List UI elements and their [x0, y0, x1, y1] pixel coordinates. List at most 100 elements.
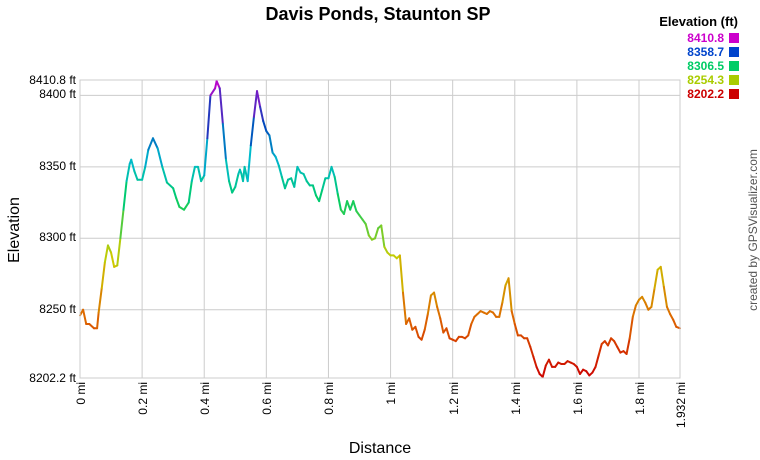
profile-segment	[653, 268, 659, 290]
profile-segment	[383, 245, 389, 254]
profile-segment	[116, 237, 122, 267]
profile-segment	[280, 175, 286, 190]
profile-segment	[228, 180, 234, 194]
x-tick-label: 0.8 mi	[322, 382, 336, 415]
profile-segment	[106, 244, 113, 254]
profile-segment	[218, 87, 224, 125]
profile-segment	[675, 325, 681, 330]
x-tick-label: 1 mi	[384, 382, 398, 405]
profile-segment	[380, 224, 386, 248]
profile-segment	[224, 158, 231, 183]
profile-segment	[183, 201, 190, 211]
profile-segment	[510, 310, 516, 325]
profile-segment	[628, 315, 634, 340]
x-tick-label: 0.6 mi	[260, 382, 274, 415]
profile-segment	[147, 137, 154, 151]
profile-segment	[470, 315, 476, 325]
legend-label: 8202.2	[687, 87, 724, 101]
profile-segment	[631, 304, 637, 318]
profile-segment	[283, 178, 290, 190]
profile-segment	[175, 197, 181, 208]
profile-segment	[634, 298, 641, 307]
profile-segment	[234, 173, 240, 188]
profile-segment	[650, 287, 656, 308]
profile-segment	[669, 313, 675, 321]
profile-segment	[161, 165, 168, 184]
x-axis-title: Distance	[349, 440, 411, 457]
y-axis-title: Elevation	[6, 197, 23, 263]
profile-segment	[659, 265, 665, 288]
profile-segment	[364, 223, 370, 237]
profile-segment	[133, 170, 139, 181]
profile-segment	[426, 294, 432, 315]
legend-swatch	[729, 61, 739, 71]
profile-segment	[165, 181, 175, 190]
profile-segment	[439, 317, 445, 334]
profile-segment	[277, 164, 283, 178]
x-tick-label: 0.2 mi	[136, 382, 150, 415]
legend-title: Elevation (ft)	[659, 14, 738, 29]
profile-segment	[110, 251, 116, 268]
profile-segment	[662, 285, 668, 308]
profile-segment	[82, 308, 88, 325]
profile-segment	[274, 155, 280, 167]
legend-swatch	[729, 47, 739, 57]
profile-segment	[311, 184, 318, 197]
profile-segment	[641, 295, 647, 304]
profile-segment	[187, 180, 193, 204]
profile-segment	[445, 327, 451, 340]
profile-segment	[616, 345, 622, 354]
profile-segment	[513, 323, 519, 337]
profile-segment	[268, 134, 274, 154]
profile-segment	[401, 291, 408, 325]
profile-segment	[575, 365, 581, 375]
profile-segment	[293, 165, 299, 188]
profile-segment	[100, 261, 106, 290]
elevation-profile-line	[79, 80, 681, 378]
profile-segment	[597, 343, 603, 357]
y-tick-label: 8410.8 ft	[29, 73, 76, 87]
profile-segment	[327, 165, 333, 180]
profile-segment	[249, 115, 255, 147]
profile-segment	[125, 163, 131, 183]
x-tick-label: 1.932 mi	[674, 382, 688, 428]
profile-segment	[151, 137, 159, 150]
y-tick-label: 8300 ft	[39, 230, 76, 244]
profile-segment	[672, 318, 678, 328]
x-tick-label: 1.8 mi	[633, 382, 647, 415]
profile-segment	[594, 354, 600, 368]
profile-segment	[436, 305, 442, 320]
profile-segment	[215, 80, 221, 90]
x-tick-label: 0 mi	[74, 382, 88, 405]
legend-label: 8410.8	[687, 31, 724, 45]
profile-segment	[259, 105, 265, 123]
profile-segment	[333, 175, 339, 195]
legend-label: 8254.3	[687, 73, 724, 87]
y-tick-label: 8202.2 ft	[29, 371, 76, 385]
profile-segment	[625, 337, 631, 355]
profile-segment	[296, 165, 302, 174]
profile-segment	[209, 87, 217, 97]
profile-segment	[330, 165, 336, 178]
profile-segment	[203, 137, 209, 177]
x-tick-label: 1.6 mi	[571, 382, 585, 415]
profile-segment	[252, 90, 259, 118]
profile-segment	[591, 365, 597, 374]
profile-segment	[221, 123, 227, 161]
y-tick-label: 8400 ft	[39, 87, 76, 101]
profile-segment	[532, 355, 538, 368]
profile-segment	[644, 301, 650, 311]
x-tick-label: 0.4 mi	[198, 382, 212, 415]
profile-segment	[172, 187, 178, 200]
profile-segment	[119, 208, 125, 240]
profile-segment	[231, 185, 237, 194]
profile-segment	[96, 311, 100, 330]
profile-segment	[606, 337, 613, 347]
profile-segment	[256, 90, 262, 108]
profile-segment	[156, 147, 164, 168]
profile-segment	[206, 94, 212, 140]
x-tick-label: 1.4 mi	[509, 382, 523, 415]
legend: Elevation (ft) 8410.8 8358.7 8306.5 8254…	[659, 14, 739, 101]
profile-segment	[352, 200, 358, 213]
legend-swatch	[729, 89, 739, 99]
